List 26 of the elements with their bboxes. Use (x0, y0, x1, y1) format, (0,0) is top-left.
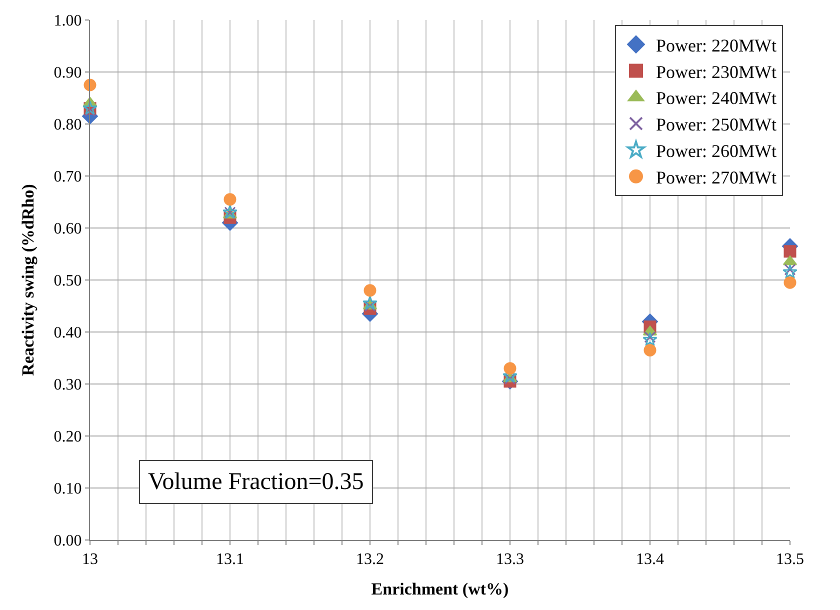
legend-label: Power: 240MWt (656, 88, 776, 108)
y-tick-label: 0.30 (54, 376, 82, 394)
x-tick-label: 13.1 (216, 551, 244, 568)
y-tick-label: 1.00 (54, 12, 82, 30)
x-tick-label: 13.3 (496, 551, 524, 568)
y-tick-label: 0.20 (54, 428, 82, 446)
x-axis-title: Enrichment (wt%) (371, 580, 509, 599)
legend-label: Power: 260MWt (656, 141, 776, 162)
legend-label: Power: 230MWt (656, 62, 776, 82)
x-tick-label: 13 (82, 551, 98, 568)
y-tick-label: 0.50 (54, 272, 82, 290)
y-tick-label: 0.40 (54, 324, 82, 342)
legend-label: Power: 250MWt (656, 114, 776, 135)
y-tick-label: 0.00 (54, 532, 82, 550)
y-tick-label: 0.10 (54, 480, 82, 498)
x-tick-label: 13.2 (356, 551, 384, 568)
y-tick-label: 0.80 (54, 116, 82, 134)
legend-label: Power: 220MWt (656, 35, 776, 56)
x-tick-label: 13.4 (636, 551, 664, 568)
x-tick-label: 13.5 (776, 551, 804, 568)
y-tick-label: 0.60 (54, 220, 82, 238)
y-tick-label: 0.90 (54, 64, 82, 82)
legend-label: Power: 270MWt (656, 167, 776, 188)
y-axis-title: Reactivity swing (%dRho) (18, 184, 38, 376)
y-tick-label: 0.70 (54, 168, 82, 186)
annotation: Volume Fraction=0.35 (148, 469, 364, 495)
